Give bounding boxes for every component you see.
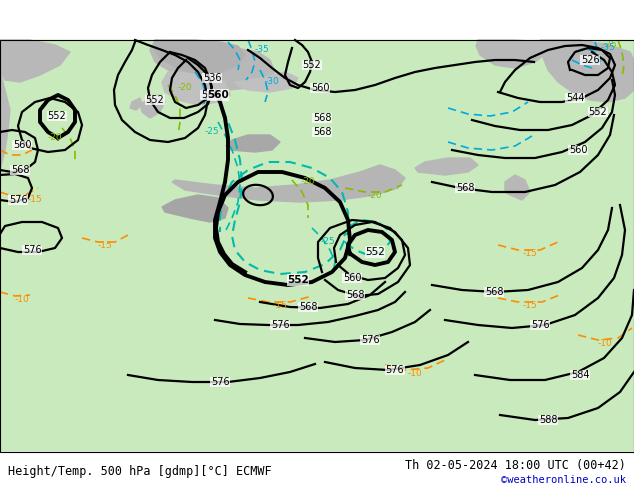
Text: 576: 576 — [9, 195, 27, 205]
Text: -15: -15 — [28, 196, 42, 204]
Bar — [0, 40, 634, 452]
Text: Th 02-05-2024 18:00 UTC (00+42): Th 02-05-2024 18:00 UTC (00+42) — [405, 460, 626, 472]
Text: 576: 576 — [385, 365, 404, 375]
Text: -25: -25 — [205, 127, 219, 137]
Polygon shape — [0, 40, 10, 452]
Text: 560: 560 — [201, 90, 219, 100]
Text: -30: -30 — [264, 77, 280, 87]
Text: -10: -10 — [15, 295, 29, 304]
Polygon shape — [162, 195, 228, 222]
Polygon shape — [235, 72, 298, 92]
Polygon shape — [415, 158, 478, 175]
Text: -15: -15 — [522, 301, 538, 311]
Text: 568: 568 — [313, 113, 331, 123]
Text: -10: -10 — [408, 369, 422, 378]
Text: ©weatheronline.co.uk: ©weatheronline.co.uk — [501, 475, 626, 485]
Polygon shape — [226, 135, 280, 152]
Text: -35: -35 — [255, 46, 269, 54]
Text: 526: 526 — [581, 55, 599, 65]
Text: 560: 560 — [311, 83, 329, 93]
Text: 552: 552 — [365, 247, 385, 257]
Text: 576: 576 — [531, 320, 549, 330]
Text: 560: 560 — [343, 273, 361, 283]
Text: 584: 584 — [571, 370, 589, 380]
Text: -35: -35 — [600, 44, 616, 52]
Text: Height/Temp. 500 hPa [gdmp][°C] ECMWF: Height/Temp. 500 hPa [gdmp][°C] ECMWF — [8, 465, 271, 477]
Text: 576: 576 — [210, 377, 230, 387]
Text: -10: -10 — [598, 340, 612, 348]
Text: 576: 576 — [23, 245, 41, 255]
Text: -20: -20 — [368, 191, 382, 199]
Text: -25: -25 — [321, 238, 335, 246]
Polygon shape — [150, 40, 275, 90]
Text: -15: -15 — [522, 249, 538, 259]
Text: 568: 568 — [11, 165, 29, 175]
Text: 560: 560 — [207, 90, 229, 100]
Text: 568: 568 — [456, 183, 474, 193]
Text: 544: 544 — [566, 93, 585, 103]
Text: -20: -20 — [178, 83, 192, 93]
Polygon shape — [140, 95, 165, 118]
Polygon shape — [162, 72, 230, 105]
Polygon shape — [0, 360, 634, 452]
Polygon shape — [540, 40, 634, 102]
Text: 552: 552 — [302, 60, 321, 70]
Text: 536: 536 — [203, 73, 221, 83]
Polygon shape — [0, 40, 70, 82]
Bar — [0, 40, 634, 452]
Text: 552: 552 — [48, 111, 67, 121]
Polygon shape — [172, 165, 405, 202]
Bar — [0, 452, 634, 490]
Bar — [0, 452, 634, 490]
Text: 568: 568 — [485, 287, 503, 297]
Text: -20: -20 — [301, 177, 315, 187]
Text: -20: -20 — [48, 133, 62, 143]
Text: -15: -15 — [98, 242, 112, 250]
Polygon shape — [476, 40, 548, 68]
Text: 576: 576 — [271, 320, 289, 330]
Polygon shape — [130, 98, 142, 110]
Text: 552: 552 — [588, 107, 607, 117]
Text: -15: -15 — [273, 301, 287, 311]
Text: -25: -25 — [603, 41, 618, 49]
Text: 568: 568 — [299, 302, 317, 312]
Text: 568: 568 — [346, 290, 365, 300]
Text: 552: 552 — [287, 275, 309, 285]
Text: 588: 588 — [539, 415, 557, 425]
Polygon shape — [505, 175, 530, 200]
Text: 560: 560 — [569, 145, 587, 155]
Text: 552: 552 — [146, 95, 164, 105]
Text: 568: 568 — [313, 127, 331, 137]
Text: 576: 576 — [361, 335, 379, 345]
Text: 560: 560 — [13, 140, 31, 150]
Polygon shape — [155, 40, 245, 75]
